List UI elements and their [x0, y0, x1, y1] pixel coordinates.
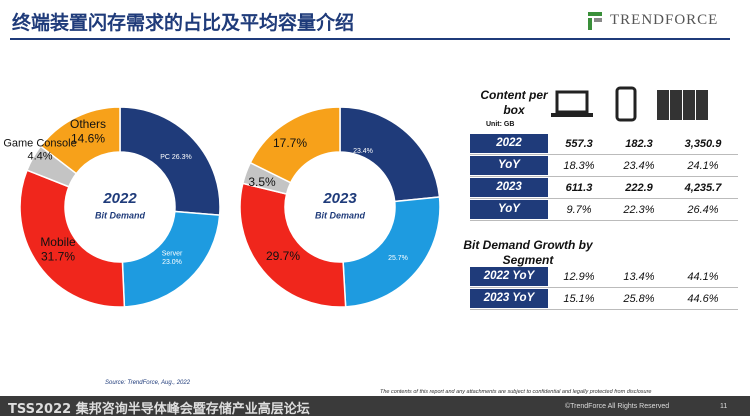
disclaimer: The contents of this report and any atta…: [380, 389, 652, 395]
category-label: Server: [162, 251, 183, 258]
cell: 15.1%: [563, 292, 595, 305]
donut-segment: [39, 106, 121, 175]
cell: 26.4%: [687, 203, 719, 216]
cell: 22.3%: [623, 203, 655, 216]
value-label: 3.5%: [248, 175, 276, 189]
center-subtitle: Bit Demand: [95, 210, 146, 220]
unit: Unit: GB: [486, 121, 515, 128]
row-label: YoY: [470, 200, 548, 219]
center-title: 2022: [102, 190, 137, 207]
table-row: 2023 YoY 15.1% 25.8% 44.6%: [470, 288, 738, 310]
row-label: 2022 YoY: [470, 267, 548, 286]
donut-segment: [249, 106, 341, 184]
growth-table: 2022 YoY 12.9% 13.4% 44.1% 2023 YoY 15.1% 25.8…: [470, 266, 738, 310]
logo-icon: [588, 12, 602, 30]
cell: 44.6%: [687, 292, 719, 305]
icons: [551, 86, 708, 122]
category: PC: [160, 154, 170, 161]
cell: 24.1%: [687, 159, 719, 172]
category-label: Game Console: [3, 137, 76, 149]
cell: 4,235.7: [684, 181, 722, 194]
cell: 25.8%: [623, 292, 655, 305]
donut-segment: [121, 210, 221, 308]
value-label: 23.0%: [162, 259, 182, 266]
value-label: 29.7%: [266, 249, 300, 263]
segment-label: PC 26.3%: [160, 154, 192, 161]
cell: 9.7%: [566, 203, 592, 216]
logo: TRENDFORCE: [610, 12, 719, 28]
growth-title: Bit Demand Growth by Segment: [463, 238, 593, 267]
table-title: Content per box: [480, 88, 548, 117]
value-label: 23.4%: [353, 148, 373, 155]
table-row: YoY 18.3% 23.4% 24.1%: [470, 155, 738, 177]
cell: 222.9: [625, 181, 653, 194]
table-row: YoY 9.7% 22.3% 26.4%: [470, 199, 738, 221]
value-label: 14.6%: [71, 131, 105, 145]
center-title: 2023: [322, 190, 357, 207]
row-label: 2022: [470, 134, 548, 153]
row-label: 2023 YoY: [470, 289, 548, 308]
donut-segment: [239, 182, 347, 308]
table-row: 2023 611.3 222.9 4,235.7: [470, 177, 738, 199]
page-number: 11: [720, 403, 728, 410]
cell: 44.1%: [687, 270, 719, 283]
value-label: 17.7%: [273, 136, 307, 150]
cell: 12.9%: [563, 270, 595, 283]
copyright: ©TrendForce All Rights Reserved: [565, 403, 670, 410]
content-table: 2022 557.3 182.3 3,350.9 YoY 18.3% 23.4% 24.1% 2…: [470, 133, 738, 221]
cell: 23.4%: [623, 159, 655, 172]
title-rule: [10, 38, 730, 40]
donut-segment: [119, 106, 221, 216]
cell: 13.4%: [623, 270, 655, 283]
slide-title: 终端装置闪存需求的占比及平均容量介绍: [12, 12, 355, 34]
value-label: 31.7%: [41, 249, 75, 263]
footer-bar: [0, 396, 750, 416]
event-name: TSS2022 集邦咨询半导体峰会暨存储产业高层论坛: [8, 402, 310, 416]
center-subtitle: Bit Demand: [315, 210, 366, 220]
source: Source: TrendForce, Aug., 2022: [105, 380, 191, 386]
cell: 18.3%: [563, 159, 595, 172]
cell: 3,350.9: [684, 137, 722, 150]
cell: 182.3: [625, 137, 653, 150]
cell: 611.3: [565, 181, 593, 194]
category-label: Others: [70, 117, 106, 131]
row-label: YoY: [470, 156, 548, 175]
category-label: Mobile: [40, 235, 76, 249]
cell: 557.3: [565, 137, 593, 150]
value-label: 25.7%: [388, 255, 408, 262]
table-row: 2022 557.3 182.3 3,350.9: [470, 133, 738, 155]
value-label: 4.4%: [27, 151, 52, 163]
row-label: 2023: [470, 178, 548, 197]
donut-segment: [342, 196, 441, 308]
donut-segment: [19, 169, 126, 308]
table-row: 2022 YoY 12.9% 13.4% 44.1%: [470, 266, 738, 288]
value-label: 26.3%: [172, 154, 192, 161]
